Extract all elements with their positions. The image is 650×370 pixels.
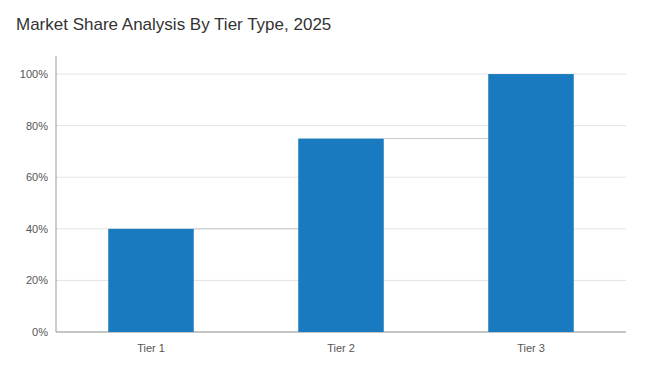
y-tick-label: 80%	[26, 120, 48, 132]
y-tick-label: 0%	[32, 326, 48, 338]
bar	[488, 74, 574, 332]
x-tick-label: Tier 1	[137, 342, 165, 354]
grid	[56, 74, 626, 332]
x-tick-label: Tier 3	[517, 342, 545, 354]
connector-line	[194, 228, 299, 229]
y-tick-label: 40%	[26, 223, 48, 235]
y-tick-label: 60%	[26, 171, 48, 183]
connector-line	[384, 138, 489, 139]
chart-title: Market Share Analysis By Tier Type, 2025	[16, 15, 331, 34]
y-axis-line	[56, 56, 57, 332]
chart-svg: Market Share Analysis By Tier Type, 2025…	[0, 0, 650, 370]
x-tick-label: Tier 2	[327, 342, 355, 354]
plot-area	[108, 74, 574, 332]
bar	[298, 139, 384, 332]
y-tick-label: 20%	[26, 274, 48, 286]
bar	[108, 229, 194, 332]
y-tick-label: 100%	[20, 68, 48, 80]
chart-container: Market Share Analysis By Tier Type, 2025…	[0, 0, 650, 370]
